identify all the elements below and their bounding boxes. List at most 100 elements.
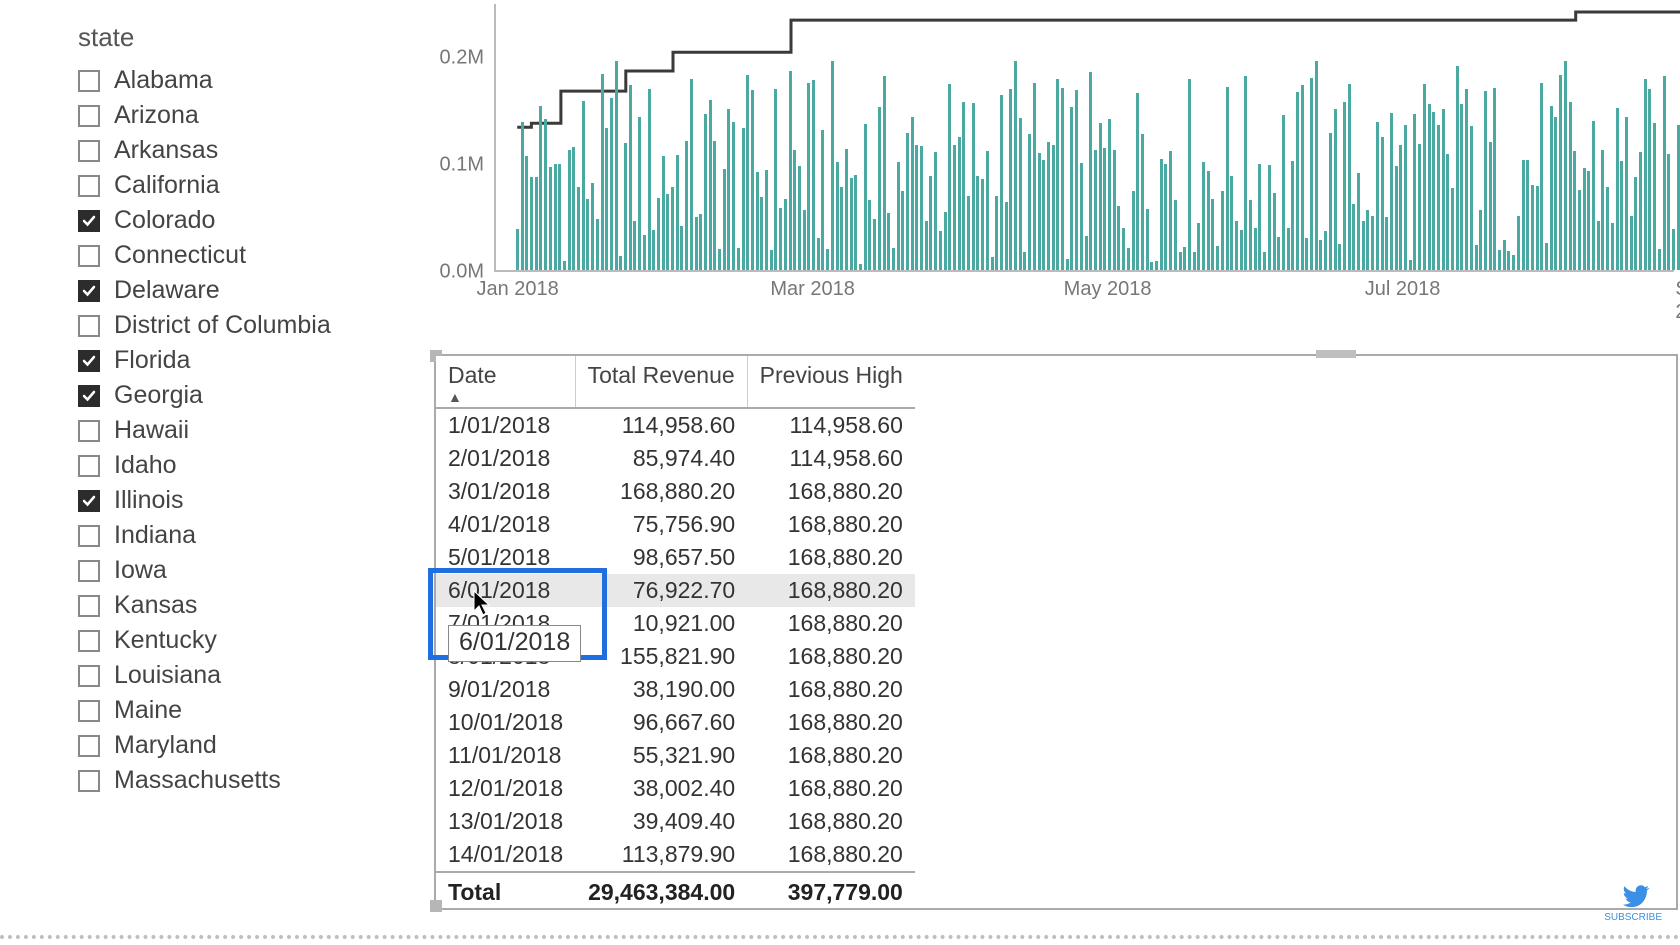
slicer-item-florida[interactable]: Florida — [78, 343, 388, 378]
chart-bar[interactable] — [1404, 125, 1407, 270]
chart-bar[interactable] — [718, 249, 721, 270]
table-row[interactable]: 14/01/2018113,879.90168,880.20 — [436, 838, 915, 872]
chart-bar[interactable] — [1399, 145, 1402, 270]
chart-bar[interactable] — [826, 249, 829, 270]
chart-bar[interactable] — [732, 122, 735, 270]
chart-bar[interactable] — [643, 235, 646, 270]
slicer-item-alabama[interactable]: Alabama — [78, 63, 388, 98]
chart-bar[interactable] — [1089, 72, 1092, 270]
chart-bar[interactable] — [727, 109, 730, 270]
chart-bar[interactable] — [582, 101, 585, 270]
chart-bar[interactable] — [1479, 210, 1482, 270]
table-cell[interactable]: 155,821.90 — [575, 640, 747, 673]
table-cell[interactable]: 39,409.40 — [575, 805, 747, 838]
checkbox-icon[interactable] — [78, 665, 100, 687]
chart-bar[interactable] — [1244, 76, 1247, 270]
chart-bar[interactable] — [887, 213, 890, 270]
chart-bar[interactable] — [1573, 151, 1576, 270]
chart-bar[interactable] — [1164, 164, 1167, 270]
chart-bar[interactable] — [549, 167, 552, 270]
chart-bar[interactable] — [610, 98, 613, 270]
revenue-table-visual[interactable]: Date▲Total RevenuePrevious High 1/01/201… — [436, 356, 1678, 916]
chart-bar[interactable] — [1503, 240, 1506, 270]
chart-bar[interactable] — [1042, 160, 1045, 270]
chart-bar[interactable] — [1061, 88, 1064, 270]
table-cell[interactable]: 168,880.20 — [575, 475, 747, 508]
chart-bar[interactable] — [624, 143, 627, 270]
chart-bar[interactable] — [1211, 199, 1214, 270]
resize-handle-n[interactable] — [1316, 350, 1356, 358]
chart-bar[interactable] — [652, 230, 655, 270]
table-cell[interactable]: 168,880.20 — [747, 475, 915, 508]
chart-bar[interactable] — [859, 264, 862, 270]
chart-bar[interactable] — [713, 141, 716, 270]
chart-bar[interactable] — [1146, 209, 1149, 270]
chart-bar[interactable] — [958, 137, 961, 270]
chart-bar[interactable] — [1240, 230, 1243, 270]
chart-bar[interactable] — [1028, 134, 1031, 270]
chart-bar[interactable] — [1202, 162, 1205, 270]
chart-bar[interactable] — [1305, 238, 1308, 270]
chart-bar[interactable] — [976, 176, 979, 270]
chart-bar[interactable] — [615, 61, 618, 270]
checkbox-icon[interactable] — [78, 140, 100, 162]
chart-bar[interactable] — [633, 221, 636, 270]
table-cell[interactable]: 2/01/2018 — [436, 442, 575, 475]
table-cell[interactable]: 4/01/2018 — [436, 508, 575, 541]
chart-bar[interactable] — [1432, 112, 1435, 270]
chart-bar[interactable] — [1550, 106, 1553, 270]
table-cell[interactable]: 5/01/2018 — [436, 541, 575, 574]
chart-bar[interactable] — [1023, 252, 1026, 270]
chart-bar[interactable] — [572, 147, 575, 270]
chart-bar[interactable] — [1357, 173, 1360, 270]
checkbox-icon[interactable] — [78, 770, 100, 792]
chart-bar[interactable] — [934, 152, 937, 270]
table-row[interactable]: 2/01/201885,974.40114,958.60 — [436, 442, 915, 475]
chart-bar[interactable] — [1630, 216, 1633, 270]
chart-bar[interactable] — [836, 162, 839, 270]
chart-bar[interactable] — [648, 89, 651, 270]
chart-bar[interactable] — [1601, 150, 1604, 270]
chart-bar[interactable] — [690, 79, 693, 270]
chart-bar[interactable] — [1108, 119, 1111, 270]
chart-bar[interactable] — [1291, 161, 1294, 270]
chart-bar[interactable] — [1493, 88, 1496, 270]
table-cell[interactable]: 168,880.20 — [747, 772, 915, 805]
chart-bar[interactable] — [1395, 166, 1398, 270]
chart-bar[interactable] — [1287, 228, 1290, 270]
table-cell[interactable]: 168,880.20 — [747, 640, 915, 673]
chart-bar[interactable] — [544, 119, 547, 270]
chart-bar[interactable] — [1329, 133, 1332, 270]
chart-bar[interactable] — [915, 145, 918, 270]
chart-bar[interactable] — [1258, 164, 1261, 270]
chart-bar[interactable] — [1540, 83, 1543, 270]
chart-bar[interactable] — [845, 149, 848, 270]
chart-bar[interactable] — [1409, 260, 1412, 270]
slicer-item-arkansas[interactable]: Arkansas — [78, 133, 388, 168]
chart-bar[interactable] — [1066, 259, 1069, 270]
chart-bar[interactable] — [1324, 231, 1327, 270]
chart-bar[interactable] — [991, 257, 994, 270]
chart-bar[interactable] — [1578, 190, 1581, 270]
checkbox-icon[interactable] — [78, 560, 100, 582]
chart-bar[interactable] — [1569, 102, 1572, 270]
table-row[interactable]: 8/01/2018155,821.90168,880.20 — [436, 640, 915, 673]
chart-bar[interactable] — [944, 212, 947, 270]
slicer-item-massachusetts[interactable]: Massachusetts — [78, 763, 388, 798]
chart-bar[interactable] — [1583, 168, 1586, 270]
chart-bar[interactable] — [1423, 84, 1426, 270]
table-cell[interactable]: 6/01/2018 — [436, 574, 575, 607]
table-cell[interactable]: 96,667.60 — [575, 706, 747, 739]
chart-bar[interactable] — [986, 151, 989, 270]
table-cell[interactable]: 3/01/2018 — [436, 475, 575, 508]
slicer-item-kentucky[interactable]: Kentucky — [78, 623, 388, 658]
chart-bar[interactable] — [897, 162, 900, 270]
chart-bar[interactable] — [558, 164, 561, 270]
chart-bar[interactable] — [1000, 95, 1003, 270]
chart-bar[interactable] — [1653, 123, 1656, 270]
chart-bar[interactable] — [521, 122, 524, 270]
chart-bar[interactable] — [1517, 216, 1520, 270]
chart-bar[interactable] — [817, 238, 820, 270]
chart-bar[interactable] — [657, 198, 660, 270]
table-cell[interactable]: 10,921.00 — [575, 607, 747, 640]
